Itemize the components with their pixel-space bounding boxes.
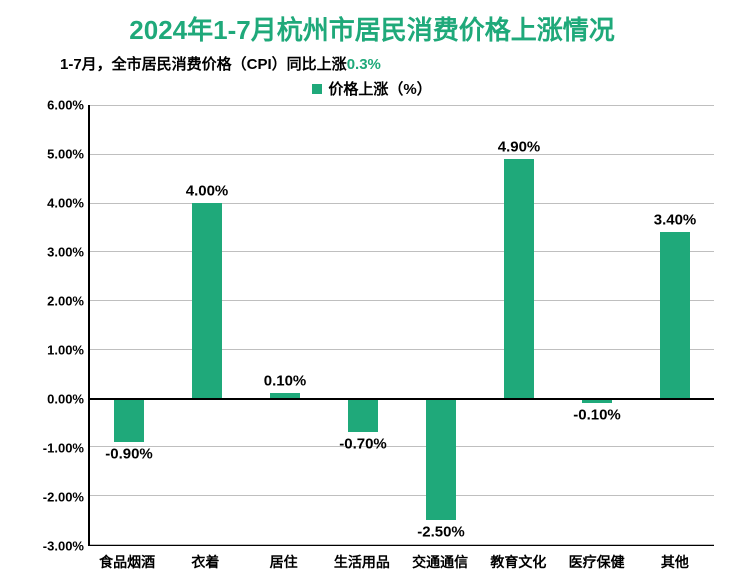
- y-tick-label: 0.00%: [47, 391, 84, 406]
- gridline: [90, 203, 714, 204]
- x-tick-label: 生活用品: [334, 552, 390, 572]
- chart-subtitle-highlight: 0.3%: [347, 56, 381, 73]
- x-tick-label: 其他: [661, 552, 689, 572]
- bar-value-label: -0.90%: [105, 445, 153, 462]
- y-tick-label: 1.00%: [47, 343, 84, 358]
- x-tick-label: 教育文化: [490, 552, 546, 572]
- chart-area: -3.00% -2.00% -1.00% 0.00% 1.00% 2.00% 3.00% 4.…: [20, 105, 724, 576]
- bar-value-label: -2.50%: [417, 523, 465, 540]
- gridline: [90, 154, 714, 155]
- y-tick-label: 6.00%: [47, 98, 84, 113]
- gridline: [90, 300, 714, 301]
- bar: [660, 232, 690, 398]
- bar: [426, 398, 456, 520]
- x-tick-label: 食品烟酒: [99, 552, 155, 572]
- bar-value-label: 3.40%: [654, 211, 697, 228]
- bar-value-label: -0.10%: [573, 406, 621, 423]
- gridline: [90, 349, 714, 350]
- y-tick-label: 5.00%: [47, 147, 84, 162]
- gridline: [90, 105, 714, 106]
- x-tick-label: 交通通信: [412, 552, 468, 572]
- bar-value-label: 0.10%: [264, 372, 307, 389]
- legend-swatch-icon: [312, 84, 322, 94]
- bar-value-label: 4.90%: [498, 138, 541, 155]
- y-axis: -3.00%-2.00%-1.00%0.00%1.00%2.00%3.00%4.…: [20, 105, 88, 546]
- gridline: [90, 495, 714, 496]
- chart-title: 2024年1-7月杭州市居民消费价格上涨情况: [20, 10, 724, 47]
- legend-label: 价格上涨（%）: [328, 81, 431, 98]
- zero-line: [90, 398, 714, 400]
- y-tick-label: -1.00%: [43, 441, 84, 456]
- x-tick-label: 衣着: [191, 552, 219, 572]
- y-tick-label: -2.00%: [43, 490, 84, 505]
- chart-subtitle-wrap: 1-7月，全市居民消费价格（CPI）同比上涨0.3%: [60, 53, 724, 74]
- y-tick-label: 2.00%: [47, 294, 84, 309]
- x-tick-label: 医疗保健: [569, 552, 625, 572]
- bar: [114, 398, 144, 442]
- bar: [504, 159, 534, 398]
- bar: [348, 398, 378, 432]
- bar-value-label: -0.70%: [339, 435, 387, 452]
- gridline: [90, 251, 714, 252]
- chart-container: 2024年1-7月杭州市居民消费价格上涨情况 1-7月，全市居民消费价格（CPI…: [0, 0, 744, 586]
- bar: [192, 203, 222, 398]
- y-tick-label: 3.00%: [47, 244, 84, 259]
- gridline: [90, 446, 714, 447]
- x-axis-labels: 食品烟酒 衣着 居住 生活用品 交通通信 教育文化 医疗保健 其他: [88, 546, 714, 576]
- gridline: [90, 544, 714, 545]
- y-tick-label: -3.00%: [43, 539, 84, 554]
- chart-legend: 价格上涨（%）: [20, 78, 724, 99]
- plot-area: -0.90% 4.00% 0.10% -0.70% -2.50% 4.90% -0.10% 3…: [88, 105, 714, 546]
- bar-value-label: 4.00%: [186, 182, 229, 199]
- y-tick-label: 4.00%: [47, 196, 84, 211]
- chart-subtitle-prefix: 1-7月，全市居民消费价格（CPI）同比上涨: [60, 56, 347, 73]
- x-tick-label: 居住: [270, 552, 298, 572]
